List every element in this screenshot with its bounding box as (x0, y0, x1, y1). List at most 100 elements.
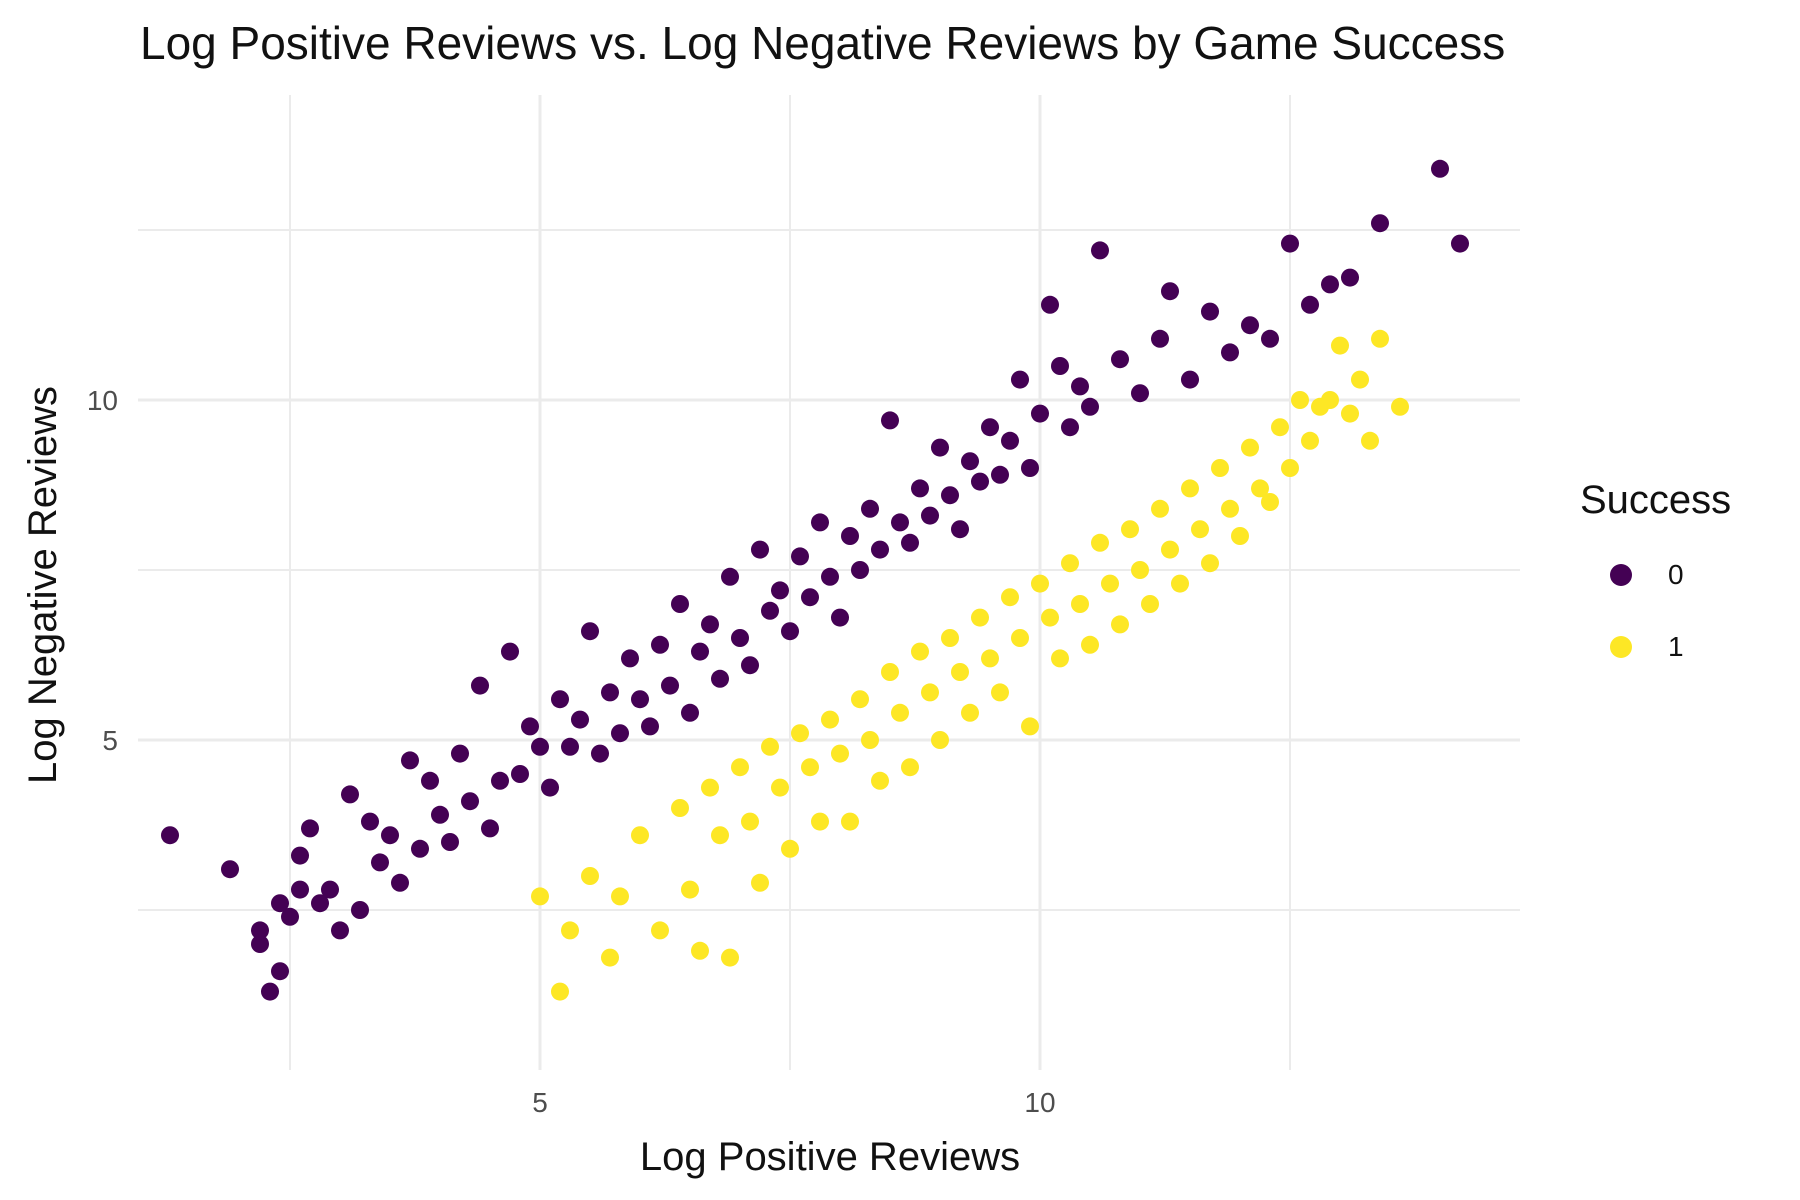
data-point-series-1 (1181, 479, 1199, 497)
data-point-series-0 (781, 622, 799, 640)
data-point-series-0 (841, 527, 859, 545)
data-point-series-0 (501, 643, 519, 661)
data-point-series-0 (811, 513, 829, 531)
data-point-series-1 (931, 731, 949, 749)
data-point-series-1 (1221, 500, 1239, 518)
x-tick-label: 5 (532, 1087, 548, 1118)
data-point-series-1 (1011, 629, 1029, 647)
data-point-series-0 (891, 513, 909, 531)
data-point-series-0 (1161, 282, 1179, 300)
data-point-series-1 (1051, 649, 1069, 667)
data-point-series-0 (1321, 275, 1339, 293)
data-point-series-0 (861, 500, 879, 518)
data-point-series-1 (611, 887, 629, 905)
data-point-series-1 (1161, 541, 1179, 559)
data-point-series-0 (351, 901, 369, 919)
data-point-series-0 (701, 615, 719, 633)
data-point-series-1 (971, 609, 989, 627)
data-point-series-1 (1001, 588, 1019, 606)
data-point-series-1 (751, 874, 769, 892)
data-point-series-1 (851, 690, 869, 708)
data-point-series-0 (941, 486, 959, 504)
data-point-series-1 (1361, 432, 1379, 450)
data-point-series-0 (621, 649, 639, 667)
data-point-series-1 (1201, 554, 1219, 572)
data-point-series-0 (771, 581, 789, 599)
data-point-series-1 (1031, 575, 1049, 593)
data-point-series-0 (1451, 235, 1469, 253)
data-point-series-0 (591, 745, 609, 763)
data-point-series-0 (951, 520, 969, 538)
data-point-series-0 (791, 547, 809, 565)
legend-swatch-1 (1610, 636, 1632, 658)
data-point-series-0 (371, 853, 389, 871)
data-point-series-0 (1301, 296, 1319, 314)
data-point-series-0 (851, 561, 869, 579)
data-point-series-0 (871, 541, 889, 559)
data-point-series-1 (701, 779, 719, 797)
data-point-series-0 (471, 677, 489, 695)
data-point-series-1 (801, 758, 819, 776)
data-point-series-1 (991, 683, 1009, 701)
data-point-series-0 (1071, 377, 1089, 395)
data-point-series-0 (571, 711, 589, 729)
data-point-series-1 (911, 643, 929, 661)
data-point-series-0 (1091, 241, 1109, 259)
data-point-series-1 (551, 983, 569, 1001)
data-point-series-1 (781, 840, 799, 858)
y-tick-label: 5 (102, 725, 118, 756)
data-point-series-0 (1041, 296, 1059, 314)
data-point-series-1 (721, 949, 739, 967)
data-point-series-0 (531, 738, 549, 756)
data-point-series-0 (881, 411, 899, 429)
data-point-series-1 (771, 779, 789, 797)
legend-label-0: 0 (1668, 559, 1684, 591)
data-point-series-0 (461, 792, 479, 810)
data-point-series-1 (891, 704, 909, 722)
data-point-series-0 (831, 609, 849, 627)
data-point-series-0 (521, 717, 539, 735)
data-point-series-1 (1301, 432, 1319, 450)
data-point-series-0 (671, 595, 689, 613)
legend-swatch-0 (1610, 564, 1632, 586)
data-point-series-1 (531, 887, 549, 905)
data-point-series-1 (951, 663, 969, 681)
data-point-series-0 (1221, 343, 1239, 361)
data-point-series-1 (1111, 615, 1129, 633)
data-point-series-0 (291, 881, 309, 899)
data-point-series-1 (601, 949, 619, 967)
data-point-series-0 (1261, 330, 1279, 348)
data-point-series-0 (441, 833, 459, 851)
data-point-series-0 (981, 418, 999, 436)
data-point-series-1 (1041, 609, 1059, 627)
data-point-series-0 (1061, 418, 1079, 436)
data-point-series-1 (1241, 439, 1259, 457)
data-point-series-1 (1191, 520, 1209, 538)
data-point-series-1 (741, 813, 759, 831)
data-point-series-0 (481, 819, 499, 837)
data-point-series-0 (161, 826, 179, 844)
data-point-series-1 (561, 921, 579, 939)
data-point-series-0 (411, 840, 429, 858)
data-point-series-0 (711, 670, 729, 688)
data-point-series-1 (871, 772, 889, 790)
data-point-series-0 (681, 704, 699, 722)
data-point-series-1 (1141, 595, 1159, 613)
series-0-points (161, 160, 1469, 1001)
data-point-series-1 (581, 867, 599, 885)
data-point-series-0 (551, 690, 569, 708)
data-point-series-1 (1291, 391, 1309, 409)
data-point-series-1 (841, 813, 859, 831)
data-point-series-0 (511, 765, 529, 783)
data-point-series-0 (691, 643, 709, 661)
data-point-series-0 (741, 656, 759, 674)
legend-item-1: 1 (1580, 611, 1731, 683)
data-point-series-1 (901, 758, 919, 776)
data-point-series-0 (271, 962, 289, 980)
data-point-series-0 (321, 881, 339, 899)
data-point-series-0 (1111, 350, 1129, 368)
data-point-series-1 (921, 683, 939, 701)
data-point-series-0 (401, 751, 419, 769)
data-point-series-1 (1131, 561, 1149, 579)
data-point-series-0 (901, 534, 919, 552)
